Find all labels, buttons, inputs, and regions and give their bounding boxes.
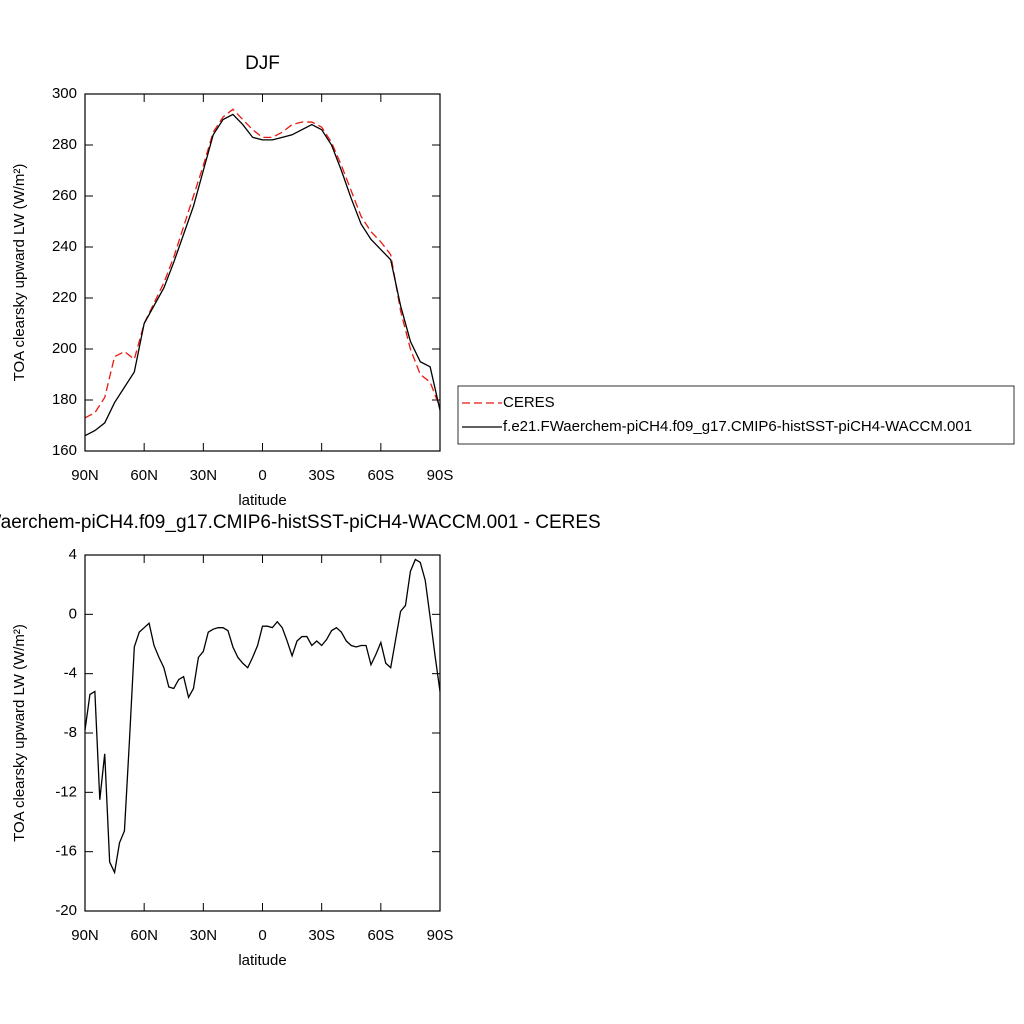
x-tick-label: 60S [367,927,394,944]
plot-frame [84,93,441,452]
y-tick-label: 180 [52,391,77,408]
x-tick-label: 60N [130,927,158,944]
x-tick-label: 30S [308,467,335,484]
chart-title: f.e21.FWaerchem-piCH4.f09_g17.CMIP6-hist… [0,512,601,533]
y-tick-label: 260 [52,187,77,204]
x-tick-label: 90N [71,467,99,484]
x-tick-label: 0 [258,927,266,944]
y-tick-label: 4 [69,546,77,563]
y-tick-label: -4 [64,665,77,682]
x-tick-label: 30N [190,927,218,944]
chart-title: DJF [245,53,280,74]
x-axis-label: latitude [238,952,286,969]
x-tick-label: 30N [190,467,218,484]
y-tick-label: 0 [69,605,77,622]
x-axis-label: latitude [238,492,286,509]
y-tick-label: -12 [55,783,77,800]
legend-label: CERES [503,394,555,411]
y-tick-label: 280 [52,136,77,153]
y-tick-label: 200 [52,340,77,357]
x-tick-label: 90S [427,927,454,944]
y-tick-label: 160 [52,442,77,459]
y-tick-label: 240 [52,238,77,255]
x-tick-label: 60S [367,467,394,484]
y-tick-label: 220 [52,289,77,306]
data-line [84,108,441,419]
y-tick-label: -20 [55,902,77,919]
legend-box [457,385,1015,445]
x-tick-label: 90N [71,927,99,944]
data-line [84,558,441,875]
x-tick-label: 30S [308,927,335,944]
x-tick-label: 90S [427,467,454,484]
y-tick-label: 300 [52,85,77,102]
x-tick-label: 60N [130,467,158,484]
data-line [84,113,441,437]
plot-frame [84,554,441,912]
y-tick-label: -8 [64,724,77,741]
y-axis-label: TOA clearsky upward LW (W/m²) [11,164,28,382]
y-tick-label: -16 [55,843,77,860]
legend-label: f.e21.FWaerchem-piCH4.f09_g17.CMIP6-hist… [503,418,972,435]
y-axis-label: TOA clearsky upward LW (W/m²) [11,624,28,842]
x-tick-label: 0 [258,467,266,484]
